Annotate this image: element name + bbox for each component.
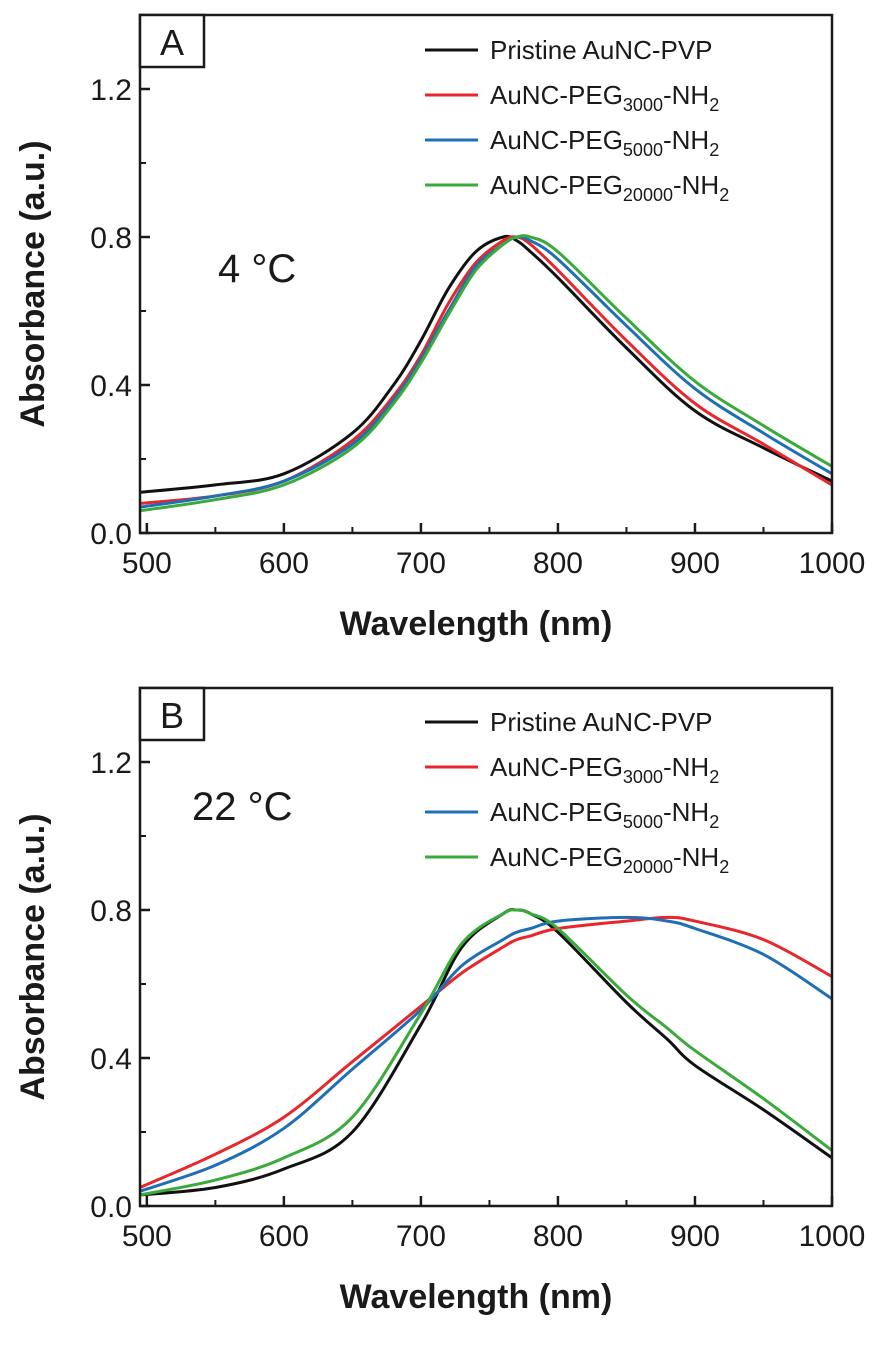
y-axis-title: Absorbance (a.u.) — [14, 813, 52, 1100]
legend-entry: AuNC-PEG3000-NH2 — [490, 80, 719, 115]
x-axis-title: Wavelength (nm) — [340, 605, 613, 643]
x-tick-label: 500 — [122, 547, 172, 580]
legend: Pristine AuNC-PVP AuNC-PEG3000-NH2 AuNC-PE… — [425, 35, 729, 205]
legend-entry: AuNC-PEG20000-NH2 — [490, 170, 729, 205]
legend-entry: Pristine AuNC-PVP — [490, 707, 713, 737]
temperature-annotation: 4 °C — [218, 247, 296, 291]
y-tick-label: 0.8 — [90, 222, 132, 255]
x-tick-label: 600 — [259, 547, 309, 580]
series-line-1 — [140, 915, 832, 1189]
panel-letter: A — [160, 22, 184, 63]
x-tick-label: 1000 — [799, 547, 866, 580]
legend: Pristine AuNC-PVP AuNC-PEG3000-NH2 AuNC-PE… — [425, 707, 729, 877]
plot-frame — [138, 13, 834, 535]
y-tick-label: 1.2 — [90, 74, 132, 107]
y-tick-label: 0.0 — [90, 518, 132, 551]
y-tick-label: 0.0 — [90, 1191, 132, 1224]
series-line-3 — [140, 908, 832, 1197]
series-line-0 — [140, 234, 832, 494]
chart-panel-b: 0.0 0.4 0.8 1.2 500 600 700 800 900 1000 Wavelengt… — [14, 686, 866, 1316]
y-tick-label: 1.2 — [90, 747, 132, 780]
y-tick-label: 0.4 — [90, 1043, 132, 1076]
x-tick-label: 600 — [259, 1220, 309, 1253]
legend-entry: AuNC-PEG5000-NH2 — [490, 125, 719, 160]
y-tick-label: 0.8 — [90, 895, 132, 928]
y-axis-title: Absorbance (a.u.) — [14, 140, 52, 427]
chart-panel-a: 0.0 0.4 0.8 1.2 500 600 700 800 900 1000 Wavelengt… — [14, 13, 866, 643]
legend-entry: AuNC-PEG5000-NH2 — [490, 797, 719, 832]
x-axis-title: Wavelength (nm) — [340, 1278, 613, 1316]
series-lines — [140, 234, 832, 513]
series-lines — [140, 908, 832, 1197]
plot-frame — [138, 686, 834, 1208]
panel-letter-box — [138, 686, 206, 742]
x-tick-label: 1000 — [799, 1220, 866, 1253]
x-tick-label: 900 — [670, 1220, 720, 1253]
y-tick-label: 0.4 — [90, 370, 132, 403]
legend-entry: AuNC-PEG3000-NH2 — [490, 752, 719, 787]
panel-letter: B — [160, 695, 184, 736]
panel-letter-box — [138, 13, 206, 69]
x-tick-label: 700 — [396, 1220, 446, 1253]
legend-entry: AuNC-PEG20000-NH2 — [490, 842, 729, 877]
x-tick-label: 700 — [396, 547, 446, 580]
legend-entry: Pristine AuNC-PVP — [490, 35, 713, 65]
series-line-2 — [140, 915, 832, 1193]
x-tick-label: 800 — [533, 547, 583, 580]
temperature-annotation: 22 °C — [192, 785, 293, 829]
x-tick-label: 900 — [670, 547, 720, 580]
x-tick-label: 500 — [122, 1220, 172, 1253]
x-tick-label: 800 — [533, 1220, 583, 1253]
series-line-3 — [140, 234, 832, 513]
